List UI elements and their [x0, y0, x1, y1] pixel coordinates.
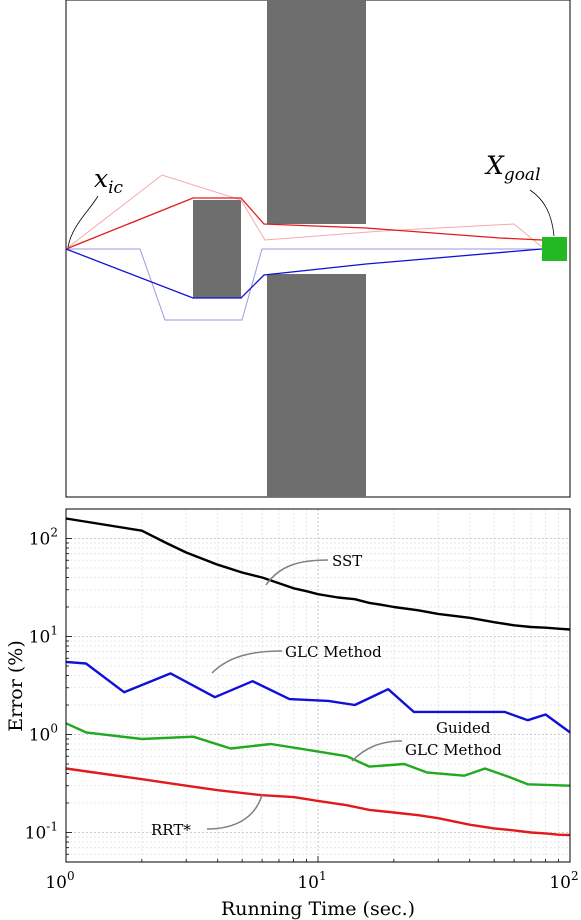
sst-label: SST [332, 552, 362, 570]
planning-scene: xic Xgoal [65, 0, 571, 498]
x-tick-label: 101 [297, 869, 326, 893]
series-line-sst [65, 517, 571, 631]
x-tick-label: 100 [45, 869, 74, 893]
goal-label-leader [529, 189, 555, 237]
blue-solution-path [65, 248, 543, 299]
grid [65, 508, 571, 863]
error-chart: 100 101 102 10-1 100 101 102 SST GLC Method Gu… [5, 508, 579, 920]
rrt-leader [206, 794, 263, 830]
series-line-guided-glc-method [65, 722, 571, 787]
x-axis-label: Running Time (sec.) [221, 898, 415, 920]
start-label: xic [94, 164, 124, 198]
y-tick-label: 100 [29, 721, 58, 745]
guided-glc-method-label: GLC Method [405, 741, 502, 759]
red-exploration-path [65, 174, 543, 250]
y-axis-label: Error (%) [5, 640, 27, 731]
rrt-star-label: RRT* [151, 821, 191, 839]
y-tick-label: 102 [29, 526, 58, 550]
blue-exploration-path [66, 248, 542, 321]
glc-leader [211, 650, 283, 674]
goal-label: Xgoal [484, 151, 541, 185]
red-solution-path [65, 197, 543, 250]
y-tick-label: 10-1 [25, 819, 58, 843]
x-tick-label: 102 [549, 869, 578, 893]
obstacle-lower-pillar [267, 274, 366, 497]
y-tick-label: 101 [29, 624, 58, 648]
guided-label: Guided [436, 719, 491, 737]
glc-method-label: GLC Method [285, 643, 382, 661]
obstacle-small-block [193, 200, 241, 298]
guided-glc-leader [351, 740, 403, 762]
obstacle-upper-pillar [267, 0, 366, 224]
series-line-glc-method [65, 660, 571, 734]
series-line-rrt [65, 767, 571, 837]
goal-region [542, 237, 567, 261]
start-label-leader [67, 195, 99, 248]
tick-layer: 100 101 102 10-1 100 101 102 [25, 508, 579, 893]
series-layer [65, 517, 571, 837]
sst-leader [265, 559, 329, 586]
